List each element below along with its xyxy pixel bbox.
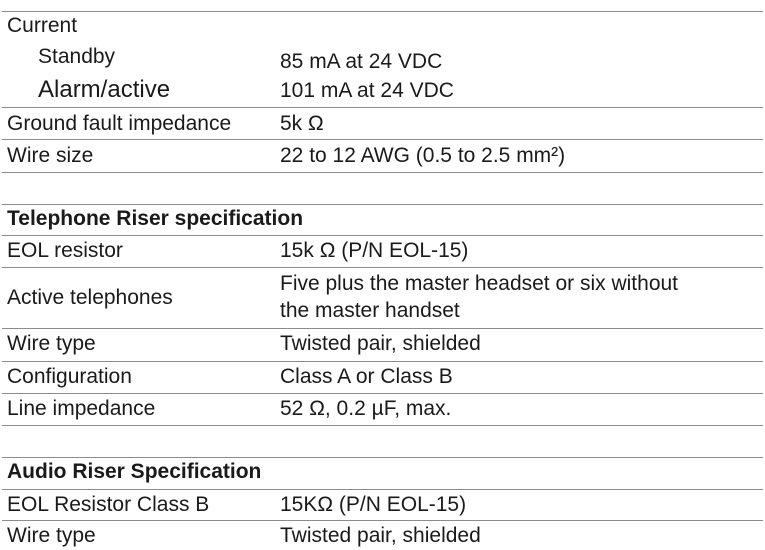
table-rule — [2, 361, 763, 362]
alarm-label: Alarm/active — [38, 76, 171, 103]
active-telephones-value-line1: Five plus the master headset or six with… — [280, 272, 679, 295]
active-telephones-label: Active telephones — [7, 286, 173, 309]
table-rule — [2, 425, 763, 426]
telephone-eol-value: 15k Ω (P/N EOL-15) — [280, 239, 469, 262]
telephone-section-heading: Telephone Riser specification — [7, 207, 304, 230]
wire-size-label: Wire size — [7, 144, 94, 167]
telephone-eol-label: EOL resistor — [7, 239, 123, 262]
ground-fault-label: Ground fault impedance — [7, 112, 232, 135]
table-rule — [2, 328, 763, 329]
active-telephones-value-line2: the master handset — [280, 299, 460, 322]
standby-value: 85 mA at 24 VDC — [280, 50, 443, 73]
table-rule — [2, 172, 763, 173]
table-rule — [2, 457, 763, 458]
ground-fault-value: 5k Ω — [280, 112, 324, 135]
table-rule — [2, 107, 763, 108]
table-rule — [2, 520, 763, 521]
telephone-wire-type-value: Twisted pair, shielded — [280, 332, 481, 355]
audio-wire-type-label: Wire type — [7, 524, 96, 547]
table-rule — [2, 267, 763, 268]
audio-section-heading: Audio Riser Specification — [7, 460, 262, 483]
line-impedance-value: 52 Ω, 0.2 µF, max. — [280, 397, 452, 420]
wire-size-value: 22 to 12 AWG (0.5 to 2.5 mm²) — [280, 144, 566, 167]
line-impedance-label: Line impedance — [7, 397, 156, 420]
telephone-wire-type-label: Wire type — [7, 332, 96, 355]
table-rule — [2, 139, 763, 140]
audio-eol-label: EOL Resistor Class B — [7, 493, 210, 516]
table-rule — [2, 489, 763, 490]
configuration-value: Class A or Class B — [280, 365, 453, 388]
audio-eol-value: 15KΩ (P/N EOL-15) — [280, 493, 467, 516]
alarm-value: 101 mA at 24 VDC — [280, 79, 454, 102]
audio-wire-type-value: Twisted pair, shielded — [280, 524, 481, 547]
table-rule — [2, 235, 763, 236]
table-rule — [2, 11, 763, 12]
standby-label: Standby — [38, 45, 116, 68]
table-rule — [2, 393, 763, 394]
configuration-label: Configuration — [7, 365, 132, 388]
table-rule — [2, 204, 763, 205]
current-label: Current — [7, 14, 78, 37]
